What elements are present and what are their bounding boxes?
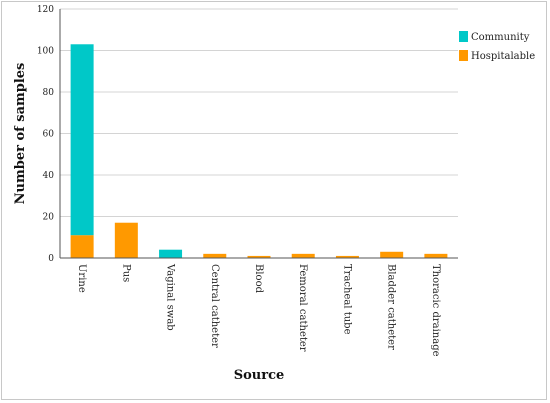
bar-hospitalable-blood <box>247 255 271 258</box>
y-tick-label: 20 <box>43 213 55 223</box>
y-tick-label: 120 <box>37 5 54 15</box>
bar-community-urine <box>70 44 94 236</box>
y-tick-label: 60 <box>43 130 55 140</box>
legend-swatch-community <box>459 31 468 42</box>
gridlines <box>60 8 458 217</box>
bar-hospitalable-femoral-catheter <box>291 253 315 258</box>
bar-hospitalable-tracheal-tube <box>335 255 359 258</box>
bar-hospitalable-bladder-catheter <box>380 251 404 258</box>
y-tick-label: 80 <box>43 88 55 98</box>
x-category-label: Vaginal swab <box>165 263 176 331</box>
y-tick-label: 100 <box>37 47 54 57</box>
axes <box>59 9 458 259</box>
bars <box>70 44 448 258</box>
bar-hospitalable-thoracic-drainage <box>424 253 448 258</box>
legend-label-hospitalable: Hospitalable <box>471 51 535 62</box>
x-axis-category-labels: Urine Pus Vaginal swab Central catheter Bloo… <box>76 263 441 357</box>
bar-hospitalable-central-catheter <box>203 253 227 258</box>
x-category-label: Tracheal tube <box>341 264 352 335</box>
y-axis-title: Number of samples <box>13 63 28 205</box>
x-category-label: Central catheter <box>209 264 220 348</box>
x-category-label: Femoral catheter <box>297 264 308 352</box>
x-category-label: Bladder catheter <box>386 264 397 350</box>
bar-hospitalable-urine <box>70 235 94 258</box>
x-axis-title: Source <box>234 368 285 383</box>
y-tick-label: 40 <box>43 171 55 181</box>
legend: Community Hospitalable <box>459 31 535 62</box>
x-category-label: Urine <box>76 264 87 293</box>
legend-label-community: Community <box>471 32 530 43</box>
x-category-label: Blood <box>253 264 264 294</box>
x-category-label: Pus <box>120 264 131 282</box>
x-category-label: Thoracic drainage <box>430 264 441 357</box>
bar-hospitalable-pus <box>114 222 138 258</box>
bar-community-vaginal-swab <box>159 249 183 258</box>
y-axis-ticks: 0 20 40 60 80 100 120 <box>37 5 54 264</box>
y-tick-label: 0 <box>48 254 54 264</box>
legend-swatch-hospitalable <box>459 50 468 61</box>
